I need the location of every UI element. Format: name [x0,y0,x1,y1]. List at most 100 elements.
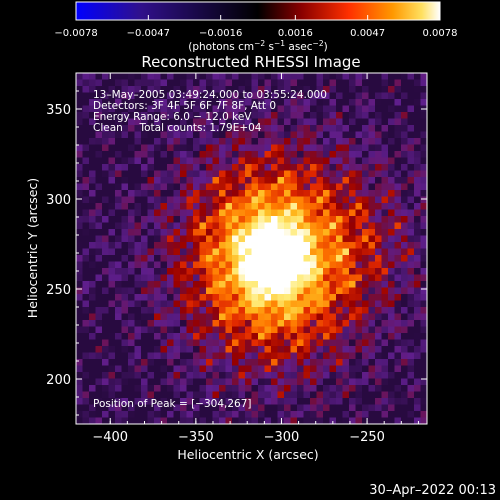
heatmap-cell [407,131,415,139]
heatmap-cell [121,326,129,334]
heatmap-cell [134,417,142,424]
heatmap-cell [420,203,427,211]
heatmap-cell [128,73,136,81]
heatmap-cell [407,404,415,412]
heatmap-cell [102,196,110,204]
heatmap-cell [284,404,292,412]
heatmap-cell [219,248,227,256]
heatmap-cell [121,398,129,406]
heatmap-cell [420,125,427,133]
heatmap-cell [232,216,240,224]
heatmap-cell [362,164,370,172]
heatmap-cell [414,320,422,328]
heatmap-cell [108,268,116,276]
heatmap-cell [134,216,142,224]
heatmap-cell [375,313,383,321]
heatmap-cell [173,333,181,341]
heatmap-cell [147,229,155,237]
heatmap-cell [310,385,318,393]
heatmap-cell [206,216,214,224]
heatmap-cell [128,417,136,424]
colorbar: −0.0078 −0.0047 −0.0016 0.0016 0.0047 0.0078 … [54,1,458,53]
heatmap-cell [388,398,396,406]
heatmap-cell [362,274,370,282]
heatmap-cell [355,209,363,217]
heatmap-cell [238,287,246,295]
heatmap-cell [414,112,422,120]
heatmap-cell [193,248,201,256]
heatmap-cell [264,105,272,113]
heatmap-cell [388,307,396,315]
heatmap-cell [251,138,259,146]
heatmap-cell [394,372,402,380]
heatmap-cell [102,229,110,237]
heatmap-cell [121,320,129,328]
x-tick-label: −400 [92,430,128,445]
heatmap-cell [193,385,201,393]
heatmap-cell [82,79,90,87]
heatmap-cell [355,177,363,185]
heatmap-cell [394,274,402,282]
heatmap-cell [375,404,383,412]
heatmap-cell [290,196,298,204]
heatmap-cell [147,346,155,354]
heatmap-cell [160,164,168,172]
heatmap-cell [89,385,97,393]
heatmap-cell [115,404,123,412]
heatmap-cell [95,359,103,367]
heatmap-cell [297,99,305,107]
heatmap-cell [342,333,350,341]
heatmap-cell [394,190,402,198]
heatmap-cell [290,151,298,159]
heatmap-cell [154,255,162,263]
heatmap-cell [381,411,389,419]
heatmap-cell [193,365,201,373]
heatmap-cell [245,339,253,347]
heatmap-cell [115,203,123,211]
heatmap-cell [245,281,253,289]
heatmap-cell [160,177,168,185]
heatmap-cell [186,372,194,380]
heatmap-cell [238,268,246,276]
heatmap-cell [102,170,110,178]
heatmap-cell [251,99,259,107]
heatmap-cell [290,242,298,250]
heatmap-cell [323,294,331,302]
heatmap-cell [420,235,427,243]
heatmap-cell [420,391,427,399]
heatmap-cell [284,339,292,347]
heatmap-cell [95,339,103,347]
heatmap-cell [258,209,266,217]
heatmap-cell [414,196,422,204]
heatmap-cell [232,287,240,295]
heatmap-cell [316,203,324,211]
heatmap-cell [95,404,103,412]
heatmap-cell [420,294,427,302]
heatmap-cell [186,151,194,159]
heatmap-cell [219,73,227,81]
heatmap-cell [193,326,201,334]
plot-title: Reconstructed RHESSI Image [141,53,360,71]
heatmap-cell [368,346,376,354]
heatmap-cell [362,417,370,424]
heatmap-cell [316,131,324,139]
heatmap-cell [381,346,389,354]
heatmap-cell [355,391,363,399]
heatmap-cell [264,209,272,217]
heatmap-cell [349,209,357,217]
heatmap-cell [193,398,201,406]
heatmap-cell [297,112,305,120]
heatmap-cell [108,417,116,424]
heatmap-cell [154,203,162,211]
heatmap-cell [264,274,272,282]
heatmap-cell [225,125,233,133]
heatmap-cell [186,144,194,152]
heatmap-cell [401,248,409,256]
heatmap-cell [225,99,233,107]
heatmap-cell [121,248,129,256]
heatmap-cell [277,365,285,373]
heatmap-cell [414,99,422,107]
heatmap-cell [186,99,194,107]
heatmap-cell [297,385,305,393]
heatmap-cell [232,365,240,373]
